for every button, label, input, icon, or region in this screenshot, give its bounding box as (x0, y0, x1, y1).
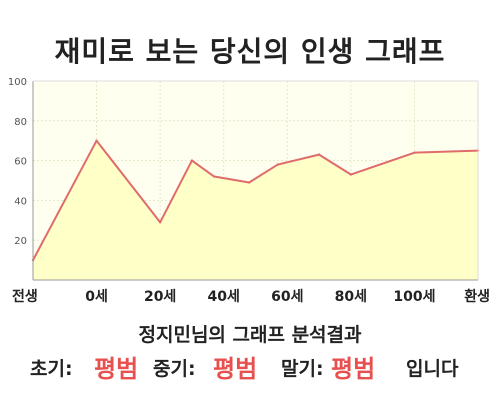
x-tick-label-2: 20세 (144, 289, 176, 305)
x-tick-label-6: 100세 (393, 289, 435, 305)
y-tick-label-40: 40 (14, 196, 27, 207)
middle-period-label: 중기: (153, 358, 196, 380)
y-tick-label-60: 60 (14, 157, 27, 168)
x-tick-label-5: 80세 (335, 289, 367, 305)
result-summary: 초기: 평범 중기: 평범 말기: 평범 입니다 (0, 346, 500, 383)
data-point-3 (190, 159, 194, 162)
series-area (33, 140, 478, 280)
middle-period-value: 평범 (213, 355, 258, 383)
data-point-4 (212, 175, 216, 178)
chart-title: 재미로 보는 당신의 인생 그래프 (54, 35, 446, 68)
early-period-value: 평범 (94, 355, 139, 383)
early-period-label: 초기: (30, 358, 73, 380)
data-point-2 (158, 221, 162, 224)
y-tick-label-20: 20 (14, 236, 27, 247)
x-tick-label-3: 40세 (208, 289, 240, 305)
y-tick-label-80: 80 (14, 117, 27, 128)
result-heading: 정지민님의 그래프 분석결과 (138, 324, 362, 346)
late-period-label: 말기: (281, 358, 324, 380)
y-tick-label-100: 100 (8, 77, 27, 88)
x-tick-label-7: 환생 (464, 288, 490, 305)
data-point-7 (317, 153, 321, 156)
x-tick-label-4: 60세 (271, 289, 303, 305)
x-tick-label-1: 0세 (85, 289, 108, 305)
late-period-value: 평범 (331, 355, 376, 383)
result-suffix: 입니다 (406, 358, 459, 380)
data-point-1 (95, 139, 98, 142)
data-point-9 (413, 151, 416, 154)
x-tick-label-0: 전생 (12, 288, 38, 305)
data-point-6 (276, 163, 279, 166)
data-point-5 (247, 181, 251, 184)
data-point-8 (349, 173, 353, 176)
